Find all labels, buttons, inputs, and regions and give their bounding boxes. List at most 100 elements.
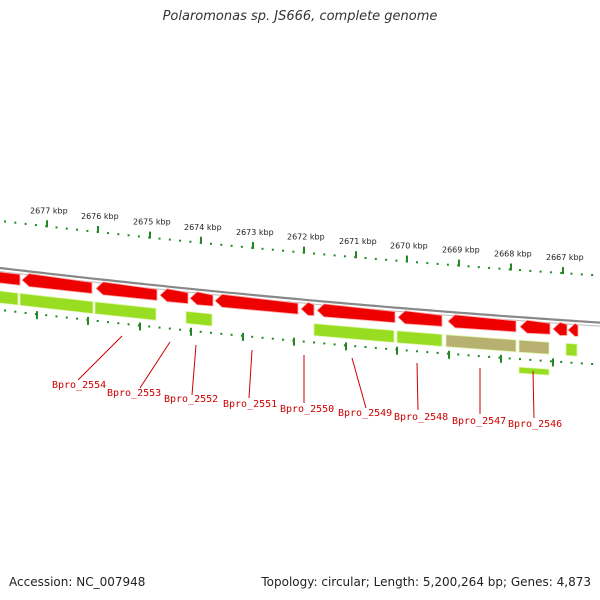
minor-tick (230, 244, 233, 247)
minor-tick (549, 271, 552, 274)
minor-tick (179, 239, 182, 242)
forward-gene-arrow (447, 314, 517, 333)
minor-tick (4, 220, 6, 223)
accession-text: Accession: NC_007948 (9, 575, 146, 589)
minor-tick (210, 331, 212, 334)
minor-tick (488, 355, 491, 358)
minor-tick (498, 356, 501, 359)
scale-label: 2675 kbp (133, 218, 171, 227)
reverse-gene-arrow (518, 339, 550, 355)
minor-tick (354, 345, 357, 348)
forward-gene-arrow (21, 273, 93, 294)
minor-tick (529, 269, 532, 272)
minor-tick (24, 311, 27, 314)
minor-tick (302, 340, 305, 343)
gene-label: Bpro_2551 (223, 399, 277, 410)
minor-tick (508, 268, 511, 271)
minor-tick (508, 357, 511, 360)
reverse-gene-arrow (518, 366, 550, 376)
reverse-gene-arrow (185, 310, 213, 327)
major-tick (242, 332, 244, 341)
minor-tick (570, 361, 573, 364)
label-leader-line (532, 370, 535, 419)
major-tick (406, 255, 408, 263)
minor-tick (210, 242, 212, 245)
genome-backbone (0, 266, 600, 327)
minor-tick (570, 272, 573, 275)
major-tick (200, 236, 202, 244)
gene-label: Bpro_2550 (280, 404, 334, 415)
gene-label: Bpro_2549 (338, 408, 392, 419)
label-leader-line (139, 341, 171, 389)
label-leader-line (77, 335, 123, 381)
label-leader-line (351, 357, 367, 409)
minor-tick (292, 250, 295, 253)
minor-tick (395, 259, 398, 262)
minor-tick (199, 330, 202, 333)
minor-tick (261, 336, 264, 339)
minor-tick (45, 314, 48, 317)
minor-tick (65, 227, 68, 230)
forward-gene-arrow (214, 293, 299, 315)
minor-tick (313, 341, 315, 344)
minor-tick (127, 323, 130, 326)
gene-label: Bpro_2554 (52, 380, 106, 391)
major-tick (448, 350, 450, 359)
minor-tick (34, 313, 37, 316)
minor-tick (137, 235, 140, 238)
gene-label: Bpro_2548 (394, 412, 448, 423)
scale-label: 2667 kbp (546, 253, 584, 262)
major-tick (355, 251, 357, 259)
minor-tick (436, 351, 439, 354)
minor-tick (55, 315, 58, 318)
label-leader-line (248, 349, 253, 399)
inner-tick-track (4, 309, 594, 367)
minor-tick (117, 233, 120, 236)
reverse-gene-arrow (565, 342, 578, 357)
minor-tick (107, 321, 109, 324)
minor-tick (76, 228, 79, 231)
minor-tick (34, 224, 37, 227)
minor-tick (230, 333, 233, 336)
major-tick (190, 327, 192, 336)
minor-tick (436, 262, 439, 265)
major-tick (500, 354, 502, 363)
minor-tick (364, 346, 367, 348)
major-tick (139, 322, 141, 331)
minor-tick (498, 267, 501, 270)
minor-tick (519, 358, 521, 361)
major-tick (97, 226, 99, 233)
minor-tick (137, 324, 140, 327)
scale-label: 2671 kbp (339, 237, 377, 246)
minor-tick (55, 226, 58, 229)
major-tick (458, 259, 460, 267)
minor-tick (127, 234, 130, 237)
minor-tick (14, 221, 17, 224)
major-tick (252, 241, 254, 249)
minor-tick (168, 327, 171, 330)
minor-tick (158, 237, 161, 240)
minor-tick (333, 254, 336, 257)
minor-tick (539, 359, 542, 362)
major-tick (552, 358, 554, 367)
forward-gene-arrow (300, 301, 315, 317)
minor-tick (189, 240, 192, 243)
gene-label: Bpro_2546 (508, 419, 562, 430)
minor-tick (374, 346, 377, 349)
minor-tick (477, 266, 480, 269)
minor-tick (549, 360, 552, 363)
minor-tick (117, 322, 120, 325)
reverse-gene-arrow (445, 334, 517, 353)
minor-tick (313, 252, 315, 255)
minor-tick (591, 274, 594, 276)
minor-tick (343, 255, 346, 258)
label-leader-line (416, 362, 419, 411)
scale-label: 2676 kbp (81, 212, 119, 221)
minor-tick (282, 249, 285, 252)
minor-tick (467, 265, 470, 268)
minor-tick (240, 245, 243, 248)
minor-tick (343, 344, 346, 347)
major-tick (293, 337, 295, 346)
reverse-gene-arrow (94, 301, 157, 321)
